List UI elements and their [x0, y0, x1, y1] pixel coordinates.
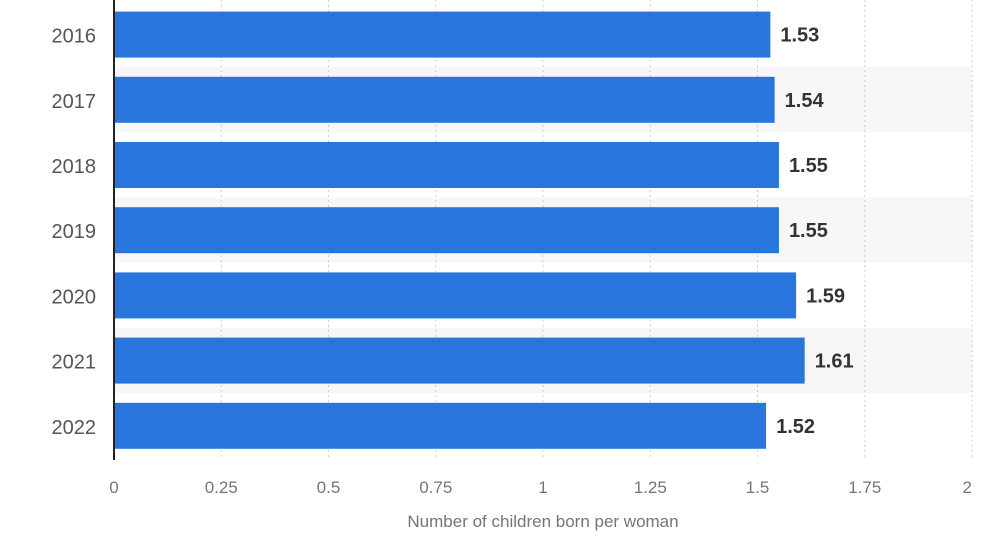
bar [114, 272, 797, 319]
y-tick-labels: 2016 2017 2018 2019 2020 2021 2022 [52, 26, 97, 439]
bars [114, 11, 805, 449]
y-tick-label: 2017 [52, 91, 97, 113]
y-tick-label: 2016 [52, 26, 97, 48]
bar [114, 337, 805, 384]
bar [114, 11, 771, 58]
y-tick-label: 2018 [52, 156, 97, 178]
x-tick-label: 1.5 [746, 478, 770, 497]
x-axis-title: Number of children born per woman [407, 512, 678, 531]
value-labels: 1.53 1.54 1.55 1.55 1.59 1.61 1.52 [776, 25, 854, 438]
x-tick-label: 0 [109, 478, 118, 497]
y-tick-label: 2019 [52, 221, 97, 243]
x-tick-label: 1.25 [634, 478, 667, 497]
bar-value-label: 1.61 [815, 351, 854, 373]
bar-value-label: 1.55 [789, 220, 828, 242]
bar [114, 142, 779, 188]
x-tick-label: 0.5 [317, 478, 341, 497]
bar [114, 207, 779, 254]
bar [114, 402, 767, 449]
x-tick-labels: 0 0.25 0.5 0.75 1 1.25 1.5 1.75 2 [109, 478, 972, 497]
bar-value-label: 1.54 [785, 90, 825, 112]
y-tick-label: 2020 [52, 286, 97, 308]
bar-value-label: 1.59 [806, 285, 845, 307]
x-tick-label: 0.75 [419, 478, 452, 497]
bar [114, 76, 775, 123]
y-tick-label: 2022 [52, 417, 97, 439]
x-tick-label: 2 [963, 478, 972, 497]
bar-value-label: 1.53 [780, 25, 819, 47]
x-tick-label: 0.25 [205, 478, 238, 497]
bar-value-label: 1.55 [789, 155, 828, 177]
x-tick-label: 1.75 [848, 478, 881, 497]
y-tick-label: 2021 [52, 352, 97, 374]
bar-value-label: 1.52 [776, 416, 815, 438]
x-tick-label: 1 [538, 478, 547, 497]
